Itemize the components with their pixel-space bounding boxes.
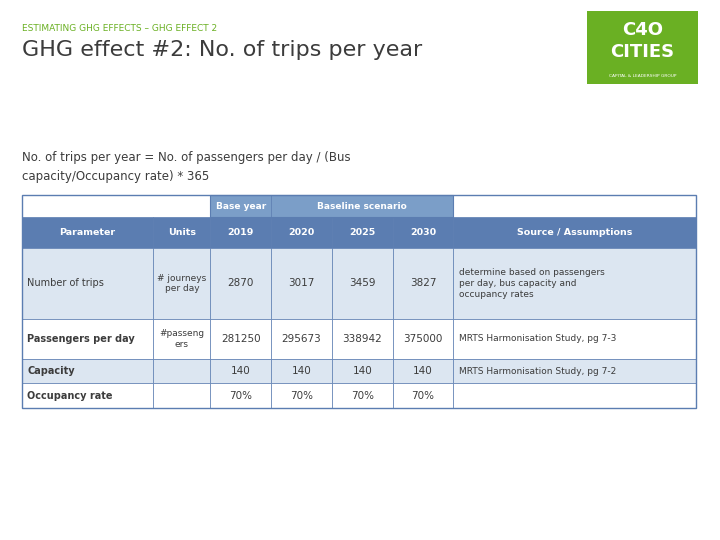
- Text: 70%: 70%: [351, 390, 374, 401]
- Text: 2019: 2019: [228, 228, 254, 237]
- Text: 2030: 2030: [410, 228, 436, 237]
- Bar: [454, 248, 696, 319]
- Text: 70%: 70%: [290, 390, 313, 401]
- Bar: [587, 11, 698, 84]
- Bar: [271, 383, 332, 408]
- Text: MRTS Harmonisation Study, pg 7-2: MRTS Harmonisation Study, pg 7-2: [459, 367, 616, 376]
- Text: 375000: 375000: [403, 334, 443, 344]
- Bar: [454, 359, 696, 383]
- Bar: [332, 319, 392, 359]
- Text: 140: 140: [352, 366, 372, 376]
- Bar: [332, 383, 392, 408]
- Bar: [153, 217, 210, 248]
- Text: 3459: 3459: [349, 279, 376, 288]
- Text: 2870: 2870: [228, 279, 254, 288]
- Text: CITIES: CITIES: [611, 43, 675, 60]
- Text: 295673: 295673: [282, 334, 321, 344]
- Bar: [210, 248, 271, 319]
- Bar: [392, 319, 454, 359]
- Bar: [153, 248, 210, 319]
- Text: 70%: 70%: [230, 390, 252, 401]
- Bar: [271, 217, 332, 248]
- Text: Occupancy rate: Occupancy rate: [27, 390, 113, 401]
- Text: ESTIMATING GHG EFFECTS – GHG EFFECT 2: ESTIMATING GHG EFFECTS – GHG EFFECT 2: [22, 24, 217, 33]
- Text: 281250: 281250: [221, 334, 261, 344]
- Text: 3827: 3827: [410, 279, 436, 288]
- Text: Base year: Base year: [216, 202, 266, 211]
- Bar: [454, 217, 696, 248]
- Text: 140: 140: [292, 366, 312, 376]
- Bar: [153, 383, 210, 408]
- Bar: [271, 248, 332, 319]
- Text: No. of trips per year = No. of passengers per day / (Bus
capacity/Occupancy rate: No. of trips per year = No. of passenger…: [22, 151, 350, 183]
- Bar: [210, 195, 454, 217]
- Text: GHG effect #2: No. of trips per year: GHG effect #2: No. of trips per year: [22, 40, 422, 60]
- Text: 2025: 2025: [349, 228, 375, 237]
- Bar: [153, 195, 210, 217]
- Bar: [332, 359, 392, 383]
- Text: 70%: 70%: [412, 390, 434, 401]
- Bar: [454, 319, 696, 359]
- Text: CAPITAL & LEADERSHIP GROUP: CAPITAL & LEADERSHIP GROUP: [609, 75, 676, 78]
- Bar: [22, 319, 153, 359]
- Bar: [22, 248, 153, 319]
- Bar: [332, 248, 392, 319]
- Text: determine based on passengers
per day, bus capacity and
occupancy rates: determine based on passengers per day, b…: [459, 268, 605, 299]
- Bar: [332, 217, 392, 248]
- Text: 2020: 2020: [289, 228, 315, 237]
- Bar: [210, 359, 271, 383]
- Bar: [210, 217, 271, 248]
- Bar: [210, 195, 271, 217]
- Text: Baseline scenario: Baseline scenario: [318, 202, 408, 211]
- Text: 140: 140: [413, 366, 433, 376]
- Text: 3017: 3017: [289, 279, 315, 288]
- Text: MRTS Harmonisation Study, pg 7-3: MRTS Harmonisation Study, pg 7-3: [459, 334, 616, 343]
- Text: #passeng
ers: #passeng ers: [159, 329, 204, 348]
- Bar: [210, 319, 271, 359]
- Text: Parameter: Parameter: [59, 228, 115, 237]
- Text: Source / Assumptions: Source / Assumptions: [517, 228, 632, 237]
- Bar: [153, 319, 210, 359]
- Text: Number of trips: Number of trips: [27, 279, 104, 288]
- Bar: [454, 195, 696, 217]
- Bar: [210, 383, 271, 408]
- Bar: [392, 217, 454, 248]
- Text: C4O: C4O: [622, 21, 663, 39]
- Bar: [392, 359, 454, 383]
- Bar: [22, 383, 153, 408]
- Bar: [22, 195, 153, 217]
- Text: Passengers per day: Passengers per day: [27, 334, 135, 344]
- Bar: [22, 195, 696, 408]
- Bar: [271, 359, 332, 383]
- Bar: [22, 217, 153, 248]
- Bar: [271, 319, 332, 359]
- Bar: [392, 248, 454, 319]
- Bar: [392, 383, 454, 408]
- Bar: [22, 359, 153, 383]
- Text: Units: Units: [168, 228, 196, 237]
- Text: 140: 140: [231, 366, 251, 376]
- Text: Capacity: Capacity: [27, 366, 75, 376]
- Text: 338942: 338942: [343, 334, 382, 344]
- Bar: [454, 383, 696, 408]
- Bar: [153, 359, 210, 383]
- Text: # journeys
per day: # journeys per day: [157, 274, 207, 293]
- Bar: [271, 195, 454, 217]
